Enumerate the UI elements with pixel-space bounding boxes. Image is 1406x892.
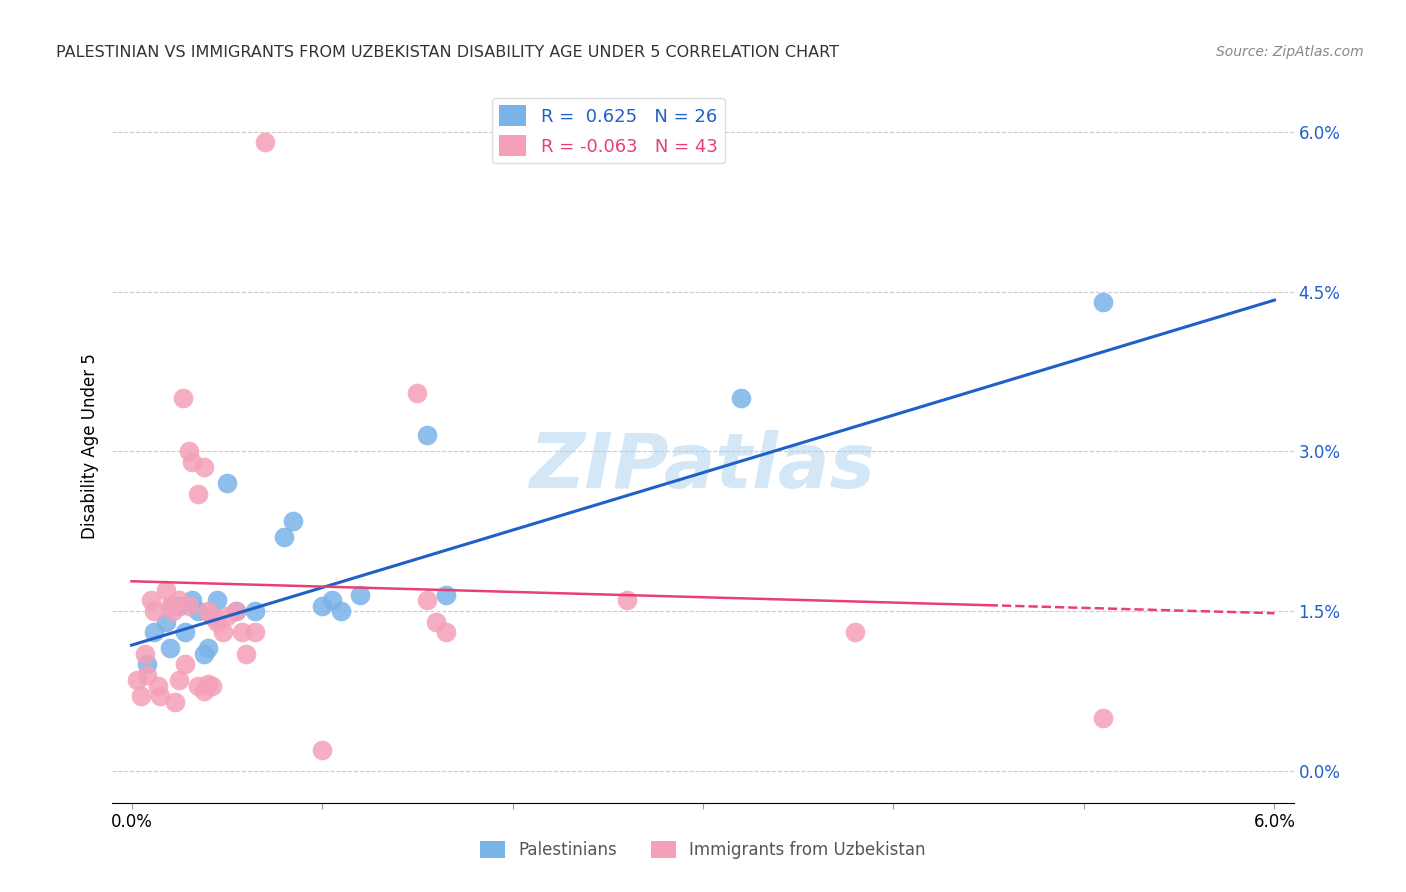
Text: Source: ZipAtlas.com: Source: ZipAtlas.com [1216,45,1364,59]
Point [311,599,333,613]
Point [127,673,149,688]
Text: PALESTINIAN VS IMMIGRANTS FROM UZBEKISTAN DISABILITY AGE UNDER 5 CORRELATION CHA: PALESTINIAN VS IMMIGRANTS FROM UZBEKISTA… [56,45,839,60]
Point [207,593,229,607]
Point [349,588,371,602]
Point [187,679,209,693]
Point [245,604,267,618]
Point [162,599,184,613]
Point [1092,710,1115,724]
Point [173,625,195,640]
Point [434,588,457,602]
Point [193,647,215,661]
Point [162,604,184,618]
Point [225,604,247,618]
Point [155,615,177,629]
Point [172,391,194,405]
Point [139,593,162,607]
Point [135,657,157,672]
Point [321,593,343,607]
Point [416,593,439,607]
Point [173,657,195,672]
Point [143,604,166,618]
Point [167,673,190,688]
Point [135,668,157,682]
Point [425,615,447,629]
Point [129,690,152,704]
Point [181,593,204,607]
Point [149,690,172,704]
Point [273,529,295,543]
Point [177,444,200,458]
Point [155,582,177,597]
Legend: Palestinians, Immigrants from Uzbekistan: Palestinians, Immigrants from Uzbekistan [474,834,932,866]
Point [143,625,166,640]
Point [231,625,253,640]
Y-axis label: Disability Age Under 5: Disability Age Under 5 [80,353,98,539]
Point [311,742,333,756]
Point [235,647,257,661]
Point [165,695,187,709]
Point [177,599,200,613]
Point [207,615,229,629]
Point [197,604,219,618]
Point [730,391,752,405]
Point [181,455,204,469]
Point [197,641,219,656]
Point [159,599,181,613]
Point [616,593,638,607]
Point [167,593,190,607]
Point [197,676,219,690]
Point [1092,295,1115,310]
Point [148,679,170,693]
Point [187,604,209,618]
Point [245,625,267,640]
Point [200,609,222,624]
Point [283,514,305,528]
Point [253,136,276,150]
Point [215,476,238,491]
Point [200,609,222,624]
Point [434,625,457,640]
Point [406,385,429,400]
Point [215,609,238,624]
Point [193,684,215,698]
Point [330,604,353,618]
Point [844,625,866,640]
Point [200,679,222,693]
Point [416,428,439,442]
Point [167,599,190,613]
Point [159,641,181,656]
Point [134,647,156,661]
Text: ZIPatlas: ZIPatlas [530,431,876,504]
Point [187,487,209,501]
Point [225,604,247,618]
Point [193,460,215,475]
Point [212,625,235,640]
